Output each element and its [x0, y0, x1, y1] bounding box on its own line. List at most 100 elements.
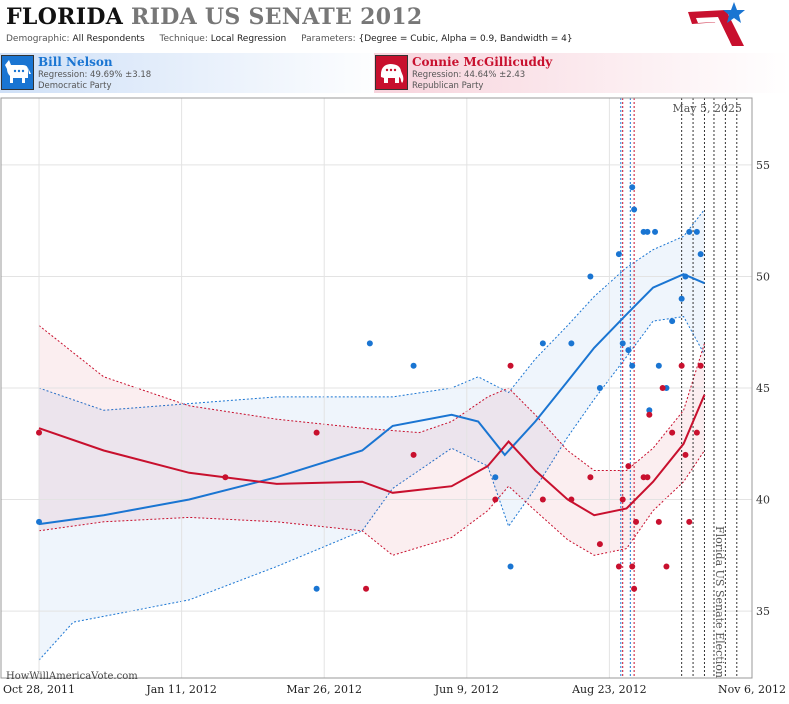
candidate-dem: Bill Nelson Regression: 49.69% ±3.18 Dem…	[0, 53, 390, 93]
poll-point	[313, 429, 320, 436]
poll-point	[697, 362, 704, 369]
poll-point	[625, 463, 632, 470]
poll-point	[619, 496, 626, 503]
date-annotation: May 5, 2025	[672, 102, 742, 115]
poll-point	[596, 385, 603, 391]
y-tick-label: 40	[756, 494, 770, 507]
poll-point	[631, 585, 638, 592]
poll-point	[669, 318, 676, 325]
candidate-rep: Connie McGillicuddy Regression: 44.64% ±…	[374, 53, 789, 93]
poll-point	[366, 340, 373, 347]
poll-point	[633, 518, 640, 525]
poll-point	[682, 273, 689, 280]
y-tick-label: 35	[756, 605, 770, 618]
candidate-dem-party: Democratic Party	[38, 81, 112, 91]
site-logo-icon	[688, 2, 745, 46]
watermark: HowWillAmericaVote.com	[6, 671, 138, 682]
poll-point	[507, 362, 514, 369]
axes: 35 40 45 50 55 Oct 28, 2011 Jan 11, 2012 Mar 26…	[0, 97, 786, 696]
poll-point	[36, 518, 43, 525]
poll-point	[697, 251, 704, 258]
poll-point	[629, 362, 636, 369]
poll-point	[507, 563, 514, 570]
poll-point	[693, 228, 700, 235]
poll-point	[652, 228, 659, 235]
poll-point	[587, 273, 594, 280]
lower-bound-line	[38, 450, 705, 556]
poll-point	[619, 340, 626, 347]
candidate-rep-party: Republican Party	[412, 81, 484, 91]
poll-point	[222, 474, 229, 481]
y-tick-label: 45	[756, 382, 770, 395]
poll-point	[568, 340, 575, 347]
poll-point	[492, 496, 499, 503]
x-tick-label: Aug 23, 2012	[571, 683, 647, 696]
poll-point	[669, 429, 676, 436]
poll-point	[363, 585, 370, 592]
poll-point	[655, 362, 662, 369]
poll-point	[615, 563, 622, 570]
poll-point	[313, 585, 320, 592]
parameters-label: Parameters:	[301, 34, 356, 44]
poll-point	[587, 474, 594, 481]
regression-lines	[38, 273, 706, 526]
poll-point	[615, 251, 622, 258]
poll-point	[678, 295, 685, 302]
poll-point	[646, 411, 653, 418]
poll-point	[686, 228, 693, 235]
x-tick-label: Mar 26, 2012	[286, 683, 362, 696]
poll-point	[693, 429, 700, 436]
elephant-icon	[375, 55, 408, 90]
poll-point	[663, 563, 670, 570]
poll-point	[678, 362, 685, 369]
y-tick-label: 55	[756, 159, 770, 172]
poll-points	[36, 184, 704, 592]
lower-bound-line	[38, 316, 705, 661]
poll-point	[410, 451, 417, 458]
event-label: Florida US Senate Election	[713, 526, 726, 678]
trend-line	[38, 394, 706, 517]
technique-value: Local Regression	[210, 34, 287, 44]
poll-point	[492, 474, 499, 481]
candidate-rep-name: Connie McGillicuddy	[412, 55, 553, 69]
poll-point	[596, 541, 603, 548]
poll-point	[539, 340, 546, 347]
candidate-dem-regression: Regression: 49.69% ±3.18	[38, 70, 152, 80]
poll-point	[625, 347, 632, 354]
poll-point	[568, 496, 575, 503]
poll-point	[659, 385, 666, 391]
poll-point	[655, 518, 662, 525]
upper-bound-line	[38, 209, 705, 411]
event-markers	[620, 98, 753, 678]
page-title: FLORIDA RIDA US SENATE 2012	[6, 4, 423, 30]
poll-point	[629, 184, 636, 191]
plot-frame	[0, 97, 753, 679]
poll-chart: 35 40 45 50 55 Oct 28, 2011 Jan 11, 2012 Mar 26…	[0, 97, 786, 696]
poll-point	[644, 474, 651, 481]
candidate-dem-name: Bill Nelson	[38, 55, 113, 69]
x-tick-label: Oct 28, 2011	[3, 683, 75, 696]
trend-line	[38, 273, 705, 526]
poll-point	[631, 206, 638, 213]
title-race: RIDA US SENATE 2012	[131, 4, 423, 30]
grid-lines	[1, 98, 753, 678]
poll-point	[682, 451, 689, 458]
donkey-icon	[1, 55, 34, 90]
poll-point	[686, 518, 693, 525]
x-tick-label: Nov 6, 2012	[718, 683, 786, 696]
parameters-value: {Degree = Cubic, Alpha = 0.9, Bandwidth …	[358, 34, 573, 44]
confidence-band-fill	[39, 209, 705, 661]
parameters-line: Demographic: All Respondents Technique: …	[6, 34, 573, 44]
technique-label: Technique:	[159, 34, 208, 44]
poll-point	[646, 407, 653, 414]
x-tick-label: Jun 9, 2012	[434, 683, 499, 696]
title-state: FLORIDA	[6, 4, 124, 30]
poll-point	[36, 429, 43, 436]
x-tick-label: Jan 11, 2012	[145, 683, 217, 696]
poll-point	[644, 228, 651, 235]
header: FLORIDA RIDA US SENATE 2012 Demographic:…	[0, 0, 789, 52]
upper-bound-line	[38, 325, 705, 471]
demographic-value: All Respondents	[72, 34, 145, 44]
poll-point	[539, 496, 546, 503]
demographic-label: Demographic:	[6, 34, 70, 44]
